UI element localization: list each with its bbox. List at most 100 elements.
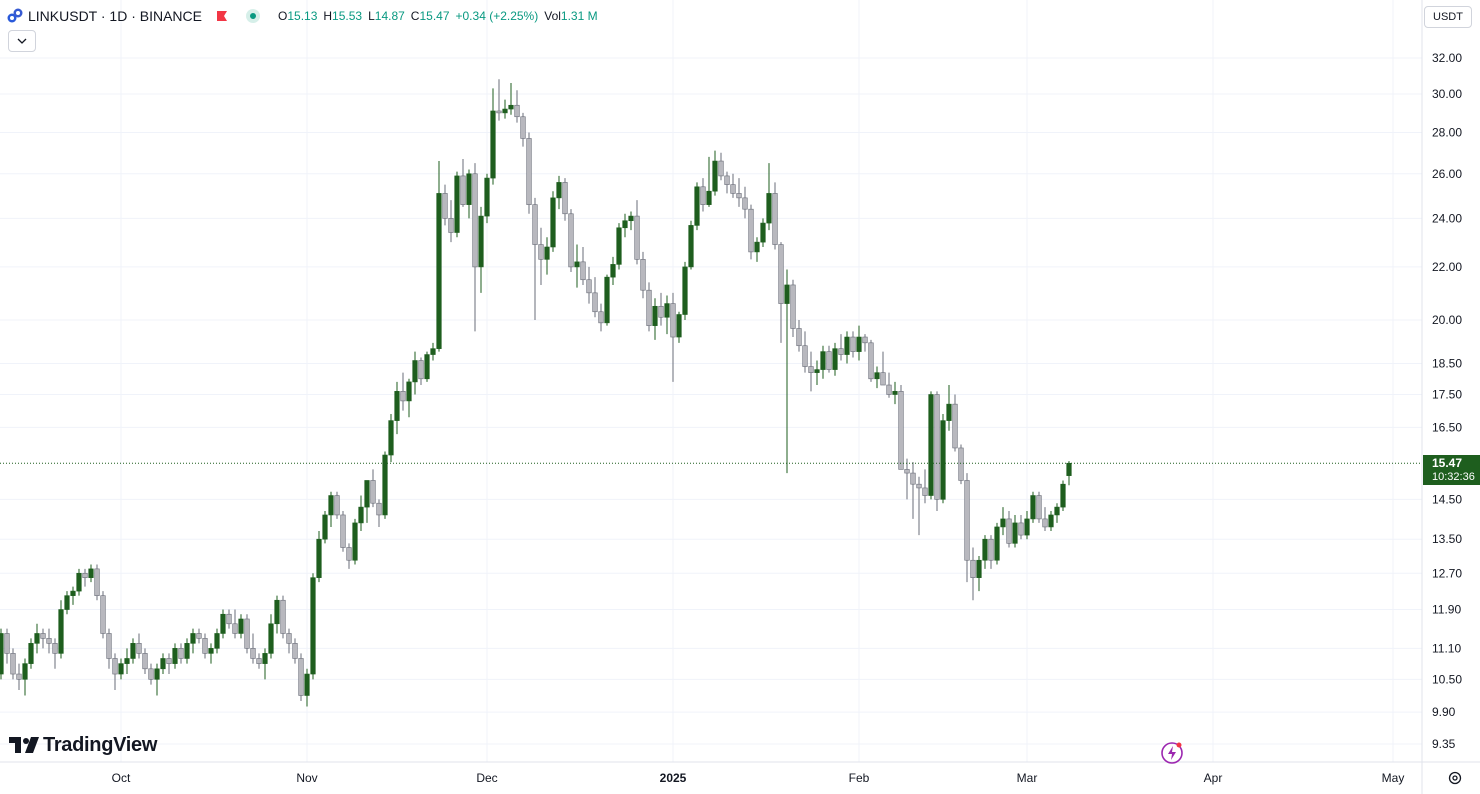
price-tick-label: 11.90 [1432, 603, 1461, 617]
candle-body [922, 487, 928, 496]
candle-body [814, 369, 820, 373]
candle-body [748, 208, 754, 253]
candle-body [676, 314, 682, 338]
candle-body [256, 658, 262, 664]
candle-body [64, 595, 70, 610]
candle-body [322, 514, 328, 540]
candle-body [70, 590, 76, 596]
candle-body [124, 658, 130, 664]
candle-body [4, 633, 10, 654]
market-status-icon[interactable] [246, 9, 260, 23]
open-value: 15.13 [287, 9, 318, 23]
candle-body [238, 618, 244, 634]
time-tick-label: May [1382, 771, 1405, 785]
candle-body [118, 663, 124, 675]
chevron-down-icon [17, 38, 27, 44]
candle-body [382, 454, 388, 516]
candle-body [1042, 518, 1048, 528]
candle-body [568, 213, 574, 268]
candle-body [754, 241, 760, 253]
flag-icon[interactable] [216, 10, 228, 22]
candle-body [610, 264, 616, 278]
candle-body [550, 197, 556, 248]
candle-body [112, 658, 118, 675]
candle-body [742, 197, 748, 210]
candle-body [244, 618, 250, 649]
price-tick-label: 26.00 [1432, 167, 1462, 181]
candle-body [700, 186, 706, 205]
candle-body [526, 138, 532, 205]
price-axis[interactable]: 32.00 30.00 28.00 26.00 24.00 22.00 20.00 18.50… [1432, 51, 1462, 751]
candle-body [292, 643, 298, 659]
settings-gear-icon[interactable] [1447, 770, 1463, 786]
candle-body [160, 658, 166, 670]
candle-body [1018, 522, 1024, 536]
candle-body [208, 648, 214, 654]
candle-body [904, 469, 910, 474]
candle-body [352, 522, 358, 561]
candle-body [316, 538, 322, 578]
price-tick-label: 14.50 [1432, 492, 1462, 506]
candle-body [28, 643, 34, 664]
candle-body [952, 403, 958, 449]
brand-name: TradingView [43, 733, 158, 756]
candle-body [616, 227, 622, 265]
tradingview-logo[interactable]: TradingView [9, 733, 157, 757]
time-tick-label: Feb [849, 771, 870, 785]
low-value: 14.87 [374, 9, 405, 23]
candle-body [136, 643, 142, 654]
candle-body [154, 668, 160, 680]
candle-body [58, 609, 64, 654]
candle-body [808, 366, 814, 373]
candle-body [214, 633, 220, 649]
candle-body [148, 668, 154, 680]
candle-body [442, 193, 448, 219]
candle-body [1036, 495, 1042, 520]
price-tick-label: 32.00 [1432, 51, 1462, 65]
candle-body [250, 648, 256, 659]
candle-body [418, 360, 424, 380]
candle-body [982, 538, 988, 561]
candle-body [532, 204, 538, 245]
candle-body [298, 658, 304, 696]
candle-body [772, 193, 778, 245]
candle-body [784, 284, 790, 304]
candle-body [826, 351, 832, 370]
candle-body [274, 599, 280, 625]
time-axis[interactable]: Oct Nov Dec 2025 Feb Mar Apr May [112, 771, 1405, 785]
candle-body [334, 495, 340, 516]
symbol-title[interactable]: LINKUSDT · 1D · BINANCE [28, 8, 202, 24]
candle-body [598, 311, 604, 324]
candle-body [262, 653, 268, 664]
candle-body [394, 391, 400, 421]
currency-button[interactable]: USDT [1424, 6, 1472, 28]
candle-body [1000, 518, 1006, 528]
candle-body [646, 289, 652, 326]
candle-body [670, 303, 676, 338]
candle-body [766, 193, 772, 224]
collapse-legend-button[interactable] [8, 30, 36, 52]
candle-body [976, 559, 982, 578]
candle-body [304, 673, 310, 696]
candle-body [16, 673, 22, 680]
candle-body [520, 116, 526, 139]
candle-body [892, 391, 898, 395]
time-tick-label: Oct [112, 771, 131, 785]
candle-body [502, 108, 508, 114]
flash-icon[interactable] [1160, 741, 1184, 765]
candle-body [76, 572, 82, 592]
candle-body [196, 633, 202, 639]
legend-header: LINKUSDT · 1D · BINANCE O15.13 H15.53 L1… [6, 6, 598, 26]
candle-body [874, 372, 880, 380]
candle-body [286, 633, 292, 644]
chainlink-logo-icon [7, 8, 23, 23]
candle-body [964, 480, 970, 561]
candle-body [538, 244, 544, 260]
low-label: L [368, 9, 375, 23]
candle-body [778, 244, 784, 304]
candle-body [430, 348, 436, 355]
time-tick-label: Mar [1017, 771, 1038, 785]
time-tick-label: Nov [296, 771, 317, 785]
price-tick-label: 18.50 [1432, 357, 1462, 371]
